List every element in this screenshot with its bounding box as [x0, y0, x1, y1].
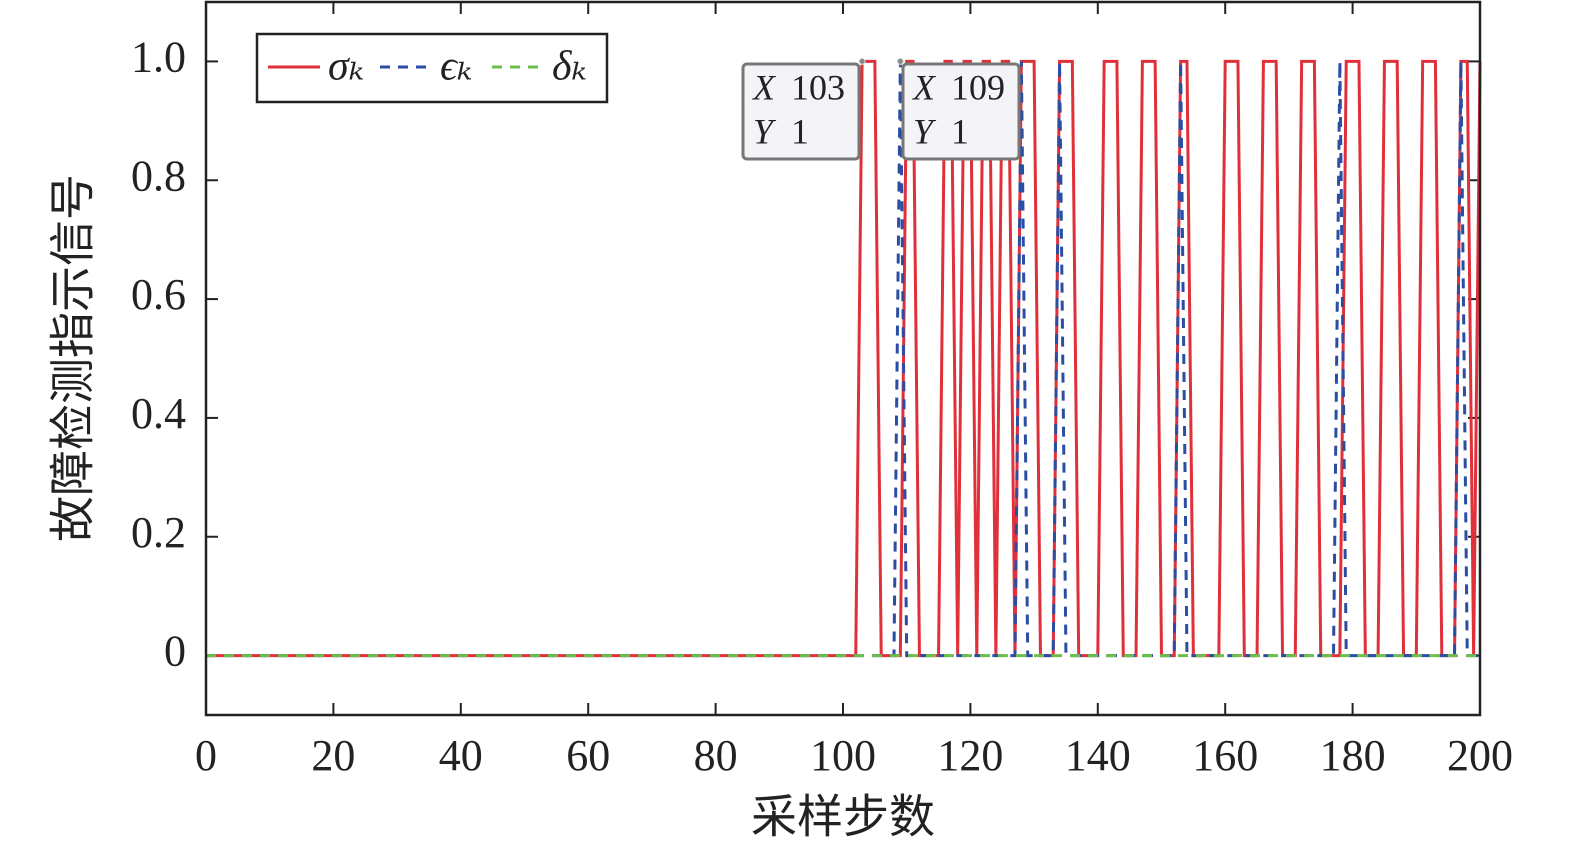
datatip-marker: [858, 57, 866, 65]
datatip-y-value: 1: [951, 111, 969, 151]
y-tick-label: 0.2: [131, 508, 186, 557]
x-tick-label: 180: [1320, 731, 1386, 780]
datatip-x-value: 109: [951, 67, 1005, 107]
datatip-x-label: X: [911, 67, 937, 107]
legend-label: ϵₖ: [440, 44, 472, 90]
x-tick-label: 40: [439, 731, 483, 780]
y-tick-label: 0.6: [131, 270, 186, 319]
datatip-x-label: X: [751, 67, 777, 107]
x-axis-label: 采样步数: [751, 792, 935, 843]
x-tick-label: 200: [1447, 731, 1513, 780]
datatip-y-value: 1: [791, 111, 809, 151]
x-tick-label: 0: [195, 731, 217, 780]
y-tick-label: 0: [164, 627, 186, 676]
x-tick-label: 100: [810, 731, 876, 780]
datatip-y-label: Y: [913, 111, 937, 151]
x-tick-label: 80: [694, 731, 738, 780]
x-tick-label: 160: [1192, 731, 1258, 780]
datatip-y-label: Y: [753, 111, 777, 151]
datatip-marker: [896, 57, 904, 65]
x-tick-label: 20: [311, 731, 355, 780]
y-tick-label: 0.4: [131, 389, 186, 438]
plot-frame: [204, 0, 1482, 717]
series-line: [206, 61, 1480, 658]
datatip-box: [741, 62, 861, 161]
y-tick-label: 0.8: [131, 151, 186, 200]
legend-label: σₖ: [328, 44, 364, 90]
y-axis-label: 故障检测指示信号: [48, 174, 99, 542]
legend-label: δₖ: [552, 44, 587, 90]
datatip-x-value: 103: [791, 67, 845, 107]
series-line: [206, 59, 1482, 658]
x-tick-label: 60: [566, 731, 610, 780]
y-tick-label: 1.0: [131, 33, 186, 82]
x-tick-label: 120: [937, 731, 1003, 780]
x-tick-label: 140: [1065, 731, 1131, 780]
datatip-box: [901, 62, 1021, 161]
